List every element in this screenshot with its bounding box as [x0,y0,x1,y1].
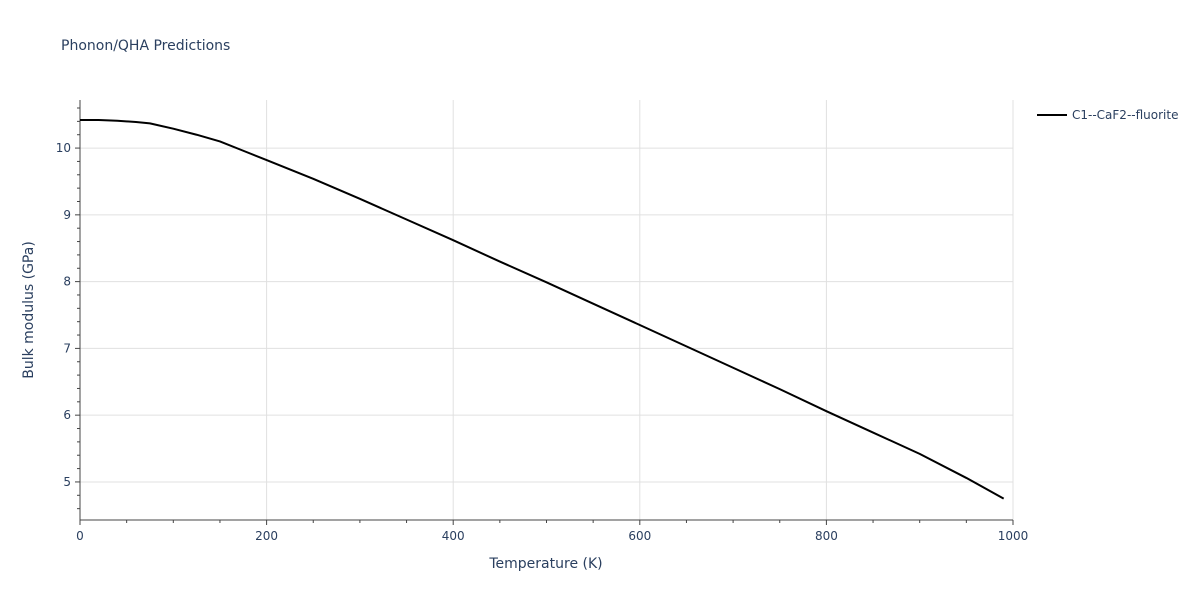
legend[interactable]: C1--CaF2--fluorite [1037,108,1178,122]
x-tick-label: 1000 [998,529,1029,543]
x-tick-label: 600 [628,529,651,543]
x-tick-label: 200 [255,529,278,543]
plot-area [80,119,1005,500]
y-axis-title: Bulk modulus (GPa) [21,241,37,379]
grid [80,100,1014,520]
y-tick-label: 8 [63,275,71,289]
tick-labels: 0 200 400 600 800 1000 5 6 7 8 9 10 [56,141,1029,543]
series-line [80,119,1005,500]
x-axis-title: Temperature (K) [488,556,602,572]
y-tick-label: 5 [63,475,71,489]
legend-label: C1--CaF2--fluorite [1072,108,1178,122]
y-tick-label: 9 [63,208,71,222]
y-tick-label: 7 [63,341,71,355]
y-tick-label: 6 [63,408,71,422]
x-tick-label: 800 [815,529,838,543]
x-tick-label: 0 [76,529,84,543]
x-tick-label: 400 [442,529,465,543]
axes [75,100,1014,525]
y-tick-label: 10 [56,141,71,155]
chart-title: Phonon/QHA Predictions [61,38,230,54]
